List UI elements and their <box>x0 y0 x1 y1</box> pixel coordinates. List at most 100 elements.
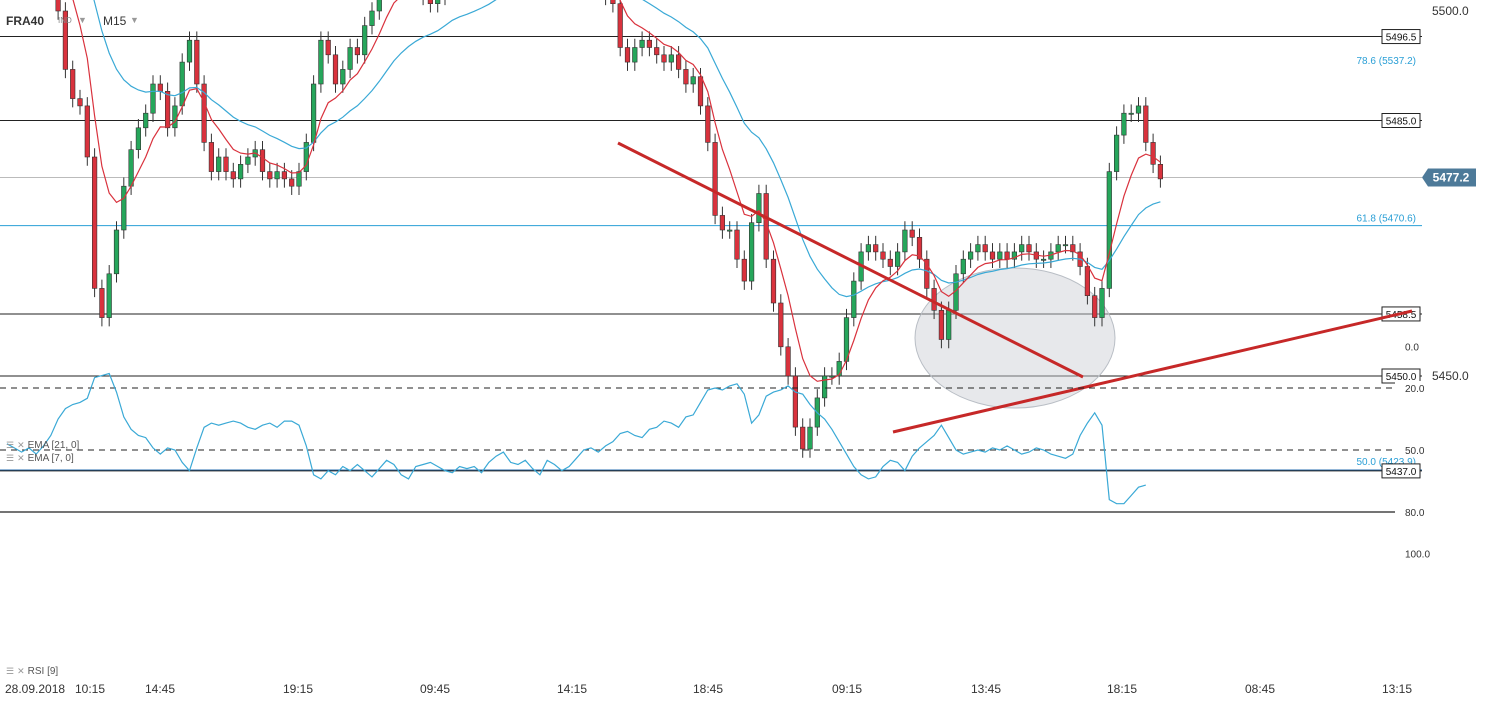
candle-down <box>719 215 725 231</box>
candle-up <box>997 251 1003 260</box>
candle-up <box>756 193 762 224</box>
candle-up <box>1011 251 1017 260</box>
fib-label: 61.8 (5470.6) <box>1357 214 1417 225</box>
candle-down <box>734 229 740 260</box>
candle-down <box>55 0 61 12</box>
candle-up <box>975 244 981 253</box>
candle-down <box>661 54 667 63</box>
rsi-level-tag-bg <box>1395 505 1423 519</box>
candle-up <box>946 309 952 340</box>
candle-up <box>668 54 674 63</box>
candle-down <box>332 54 339 85</box>
time-tick: 10:15 <box>75 682 105 696</box>
candle-down <box>1070 244 1076 253</box>
candle-down <box>792 375 798 428</box>
candle-up <box>1128 112 1134 115</box>
level-tag <box>1381 113 1421 128</box>
candle-down <box>938 309 944 340</box>
candle-down <box>62 10 68 70</box>
candle-up <box>121 185 127 231</box>
timeframe-label[interactable]: M15 <box>103 14 127 28</box>
menu-icon[interactable]: ☰ <box>6 666 15 676</box>
candle-down <box>70 69 76 99</box>
candle-up <box>274 171 280 180</box>
candle-up <box>296 171 302 187</box>
rsi-legend[interactable]: ☰ ✕ RSI [9] <box>6 666 58 677</box>
candle-down <box>92 156 98 289</box>
price-tick: 5500.0 <box>1432 4 1469 18</box>
time-tick: 28.09.2018 <box>5 682 65 696</box>
candle-up <box>172 105 178 129</box>
candle-up <box>894 251 901 267</box>
candle-down <box>99 288 105 318</box>
menu-icon[interactable]: ☰ <box>6 453 15 463</box>
candle-down <box>267 171 273 180</box>
candle-down <box>1004 251 1010 260</box>
rsi-level-label: 80.0 <box>1405 508 1425 519</box>
time-tick: 19:15 <box>283 682 313 696</box>
candle-down <box>712 142 718 216</box>
rsi-line <box>6 372 1146 505</box>
symbol-dropdown-icon[interactable]: ▼ <box>78 15 87 25</box>
candle-up <box>836 361 842 377</box>
ema-fast-legend[interactable]: ☰ ✕ EMA [7, 0] <box>6 453 74 464</box>
candle-up <box>829 375 835 378</box>
ema-slow-legend[interactable]: ☰ ✕ EMA [21, 0] <box>6 440 79 451</box>
candle-up <box>1062 244 1069 247</box>
menu-icon[interactable]: ☰ <box>6 440 15 450</box>
candle-up <box>310 83 317 143</box>
fib-label: 78.6 (5537.2) <box>1357 56 1417 67</box>
current-price-label: 5477.2 <box>1433 170 1470 184</box>
level-label: 5450.0 <box>1386 372 1417 383</box>
candle-down <box>675 54 682 70</box>
time-tick: 18:45 <box>693 682 723 696</box>
candle-up <box>960 258 966 275</box>
candle-down <box>778 302 784 348</box>
candle-down <box>916 237 923 260</box>
rsi-level-label: 100.0 <box>1405 549 1430 560</box>
candle-up <box>807 426 813 450</box>
rsi-label: RSI [9] <box>27 666 59 677</box>
close-icon[interactable]: ✕ <box>17 666 25 676</box>
candle-up <box>865 244 871 253</box>
rsi-level-label: 0.0 <box>1405 343 1419 354</box>
candle-down <box>924 258 930 289</box>
candle-up <box>376 0 382 12</box>
candle-up <box>639 39 645 48</box>
time-tick: 14:45 <box>145 682 175 696</box>
candle-up <box>186 39 193 63</box>
close-icon[interactable]: ✕ <box>17 453 25 463</box>
ema-slow-label: EMA [21, 0] <box>27 440 80 451</box>
level-label: 5485.0 <box>1386 117 1417 128</box>
candle-down <box>873 244 879 253</box>
candle-down <box>259 149 266 172</box>
candle-down <box>230 171 236 180</box>
candle-down <box>785 346 791 377</box>
candle-down <box>84 105 90 158</box>
close-icon[interactable]: ✕ <box>17 440 25 450</box>
time-tick: 09:15 <box>832 682 862 696</box>
candle-down <box>683 69 689 85</box>
candle-up <box>340 69 346 85</box>
candle-up <box>727 229 733 232</box>
candle-up <box>967 251 974 260</box>
symbol-label[interactable]: FRA40 <box>6 14 45 28</box>
candle-down <box>887 258 893 267</box>
ema-7-line <box>72 0 1161 382</box>
candle-up <box>902 229 908 253</box>
candle-down <box>77 98 83 107</box>
candle-down <box>646 39 652 48</box>
level-label: 5437.0 <box>1386 467 1417 478</box>
timeframe-dropdown-icon[interactable]: ▼ <box>130 15 139 25</box>
candle-up <box>347 47 353 70</box>
candle-down <box>610 0 616 4</box>
time-tick: 08:45 <box>1245 682 1275 696</box>
rsi-level-label: 20.0 <box>1405 384 1425 395</box>
candle-down <box>427 0 434 4</box>
candle-down <box>1092 295 1098 318</box>
candle-up <box>851 280 857 318</box>
candle-down <box>1157 164 1163 180</box>
candle-down <box>909 229 915 238</box>
candle-up <box>362 25 368 56</box>
